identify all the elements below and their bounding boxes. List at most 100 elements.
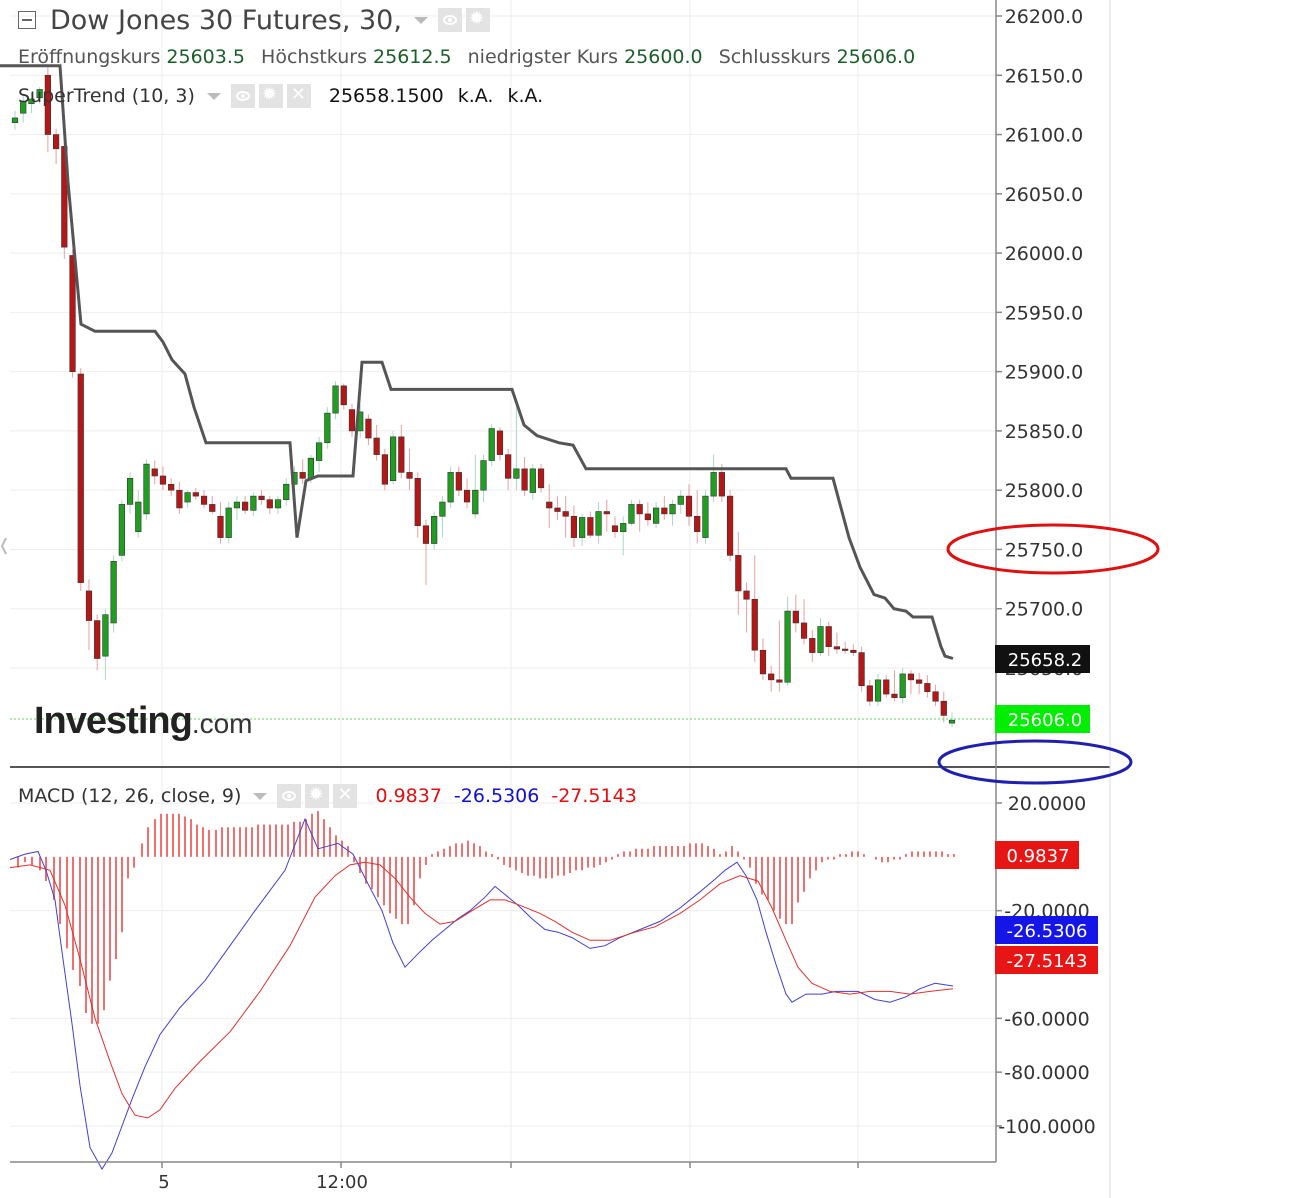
candle-down (562, 511, 569, 517)
candle-down (940, 700, 947, 716)
price-tick-label: 26200.0 (1005, 6, 1084, 28)
signal-tag-text: -27.5143 (1007, 951, 1088, 972)
price-tick-label: 25700.0 (1005, 599, 1084, 621)
candle-down (554, 507, 561, 512)
macd-eye-icon[interactable] (277, 784, 302, 808)
macd-gear-icon[interactable] (305, 784, 330, 808)
candle-down (644, 513, 651, 521)
candle-down (381, 454, 388, 485)
candle-down (726, 495, 734, 556)
candle-down (866, 685, 873, 702)
low-label: niedrigster Kurs (467, 46, 619, 68)
candle-up (274, 499, 282, 509)
candle-up (480, 460, 487, 491)
candle-up (488, 428, 495, 461)
supertrend-gear-icon[interactable] (258, 84, 283, 108)
candle-down (299, 472, 306, 479)
supertrend-price-tag: 25658.2 (995, 645, 1090, 673)
macd-hist-value: 0.9837 (375, 785, 442, 807)
candle-down (151, 468, 158, 477)
price-tick-label: 25900.0 (1005, 362, 1084, 384)
collapse-toggle-icon[interactable] (18, 11, 36, 29)
supertrend-label: SuperTrend (10, 3) (18, 85, 195, 107)
candle-up (324, 412, 331, 444)
grid-lines (10, 0, 995, 1168)
price-tick-label: 25850.0 (1005, 421, 1084, 443)
macd-label: MACD (12, 26, close, 9) (18, 785, 242, 807)
settings-gear-icon[interactable] (465, 8, 490, 32)
candle-down (398, 436, 405, 473)
candle-up (11, 117, 19, 123)
time-tick-label: 5 (158, 1172, 169, 1193)
candle-up (677, 495, 684, 505)
candle-down (192, 492, 199, 497)
supertrend-eye-icon[interactable] (230, 84, 255, 108)
macd-tick-label: -60.0000 (1004, 1008, 1089, 1030)
collapse-left-icon[interactable] (0, 537, 7, 555)
candle-down (685, 495, 693, 517)
supertrend-dropdown-icon[interactable] (206, 92, 221, 100)
candle-down (858, 652, 865, 687)
candle-up (20, 101, 27, 114)
candle-down (891, 693, 898, 698)
title-dropdown-icon[interactable] (413, 16, 428, 24)
candle-down (661, 507, 668, 515)
close-label: Schlusskurs (718, 46, 831, 68)
macd-histogram (17, 811, 955, 1024)
candle-up (579, 517, 586, 538)
high-label: Höchstkurs (261, 46, 367, 68)
candle-up (225, 507, 232, 538)
candle-up (669, 504, 676, 515)
macd-tick-label: -100.0000 (998, 1116, 1096, 1138)
macd-tag-text: -26.5306 (1007, 921, 1088, 942)
price-candles (11, 65, 956, 728)
candle-up (595, 511, 602, 536)
candle-up (447, 472, 454, 503)
candle-down (200, 495, 208, 505)
close-value: 25606.0 (836, 46, 916, 68)
hist-value-tag: 0.9837 (995, 841, 1079, 869)
candle-down (735, 555, 742, 592)
macd-line-value: -26.5306 (453, 785, 540, 807)
candle-down (266, 499, 273, 509)
signal-value-tag: -27.5143 (995, 946, 1098, 974)
candle-up (28, 98, 35, 105)
candle-down (759, 649, 767, 675)
candle-down (217, 515, 224, 538)
candle-down (537, 468, 545, 489)
candle-down (907, 673, 915, 681)
candle-down (800, 622, 808, 639)
visibility-eye-icon[interactable] (437, 8, 462, 32)
candle-up (143, 463, 150, 515)
candle-up (389, 436, 397, 481)
chart-title-row: Dow Jones 30 Futures, 30, (18, 2, 494, 38)
candle-down (718, 472, 725, 497)
price-tick-label: 25950.0 (1005, 302, 1084, 324)
supertrend-line (0, 64, 954, 660)
candle-down (455, 472, 462, 491)
price-tick-label: 26150.0 (1005, 65, 1084, 87)
candle-up (899, 673, 906, 698)
macd-close-icon[interactable] (333, 784, 358, 808)
macd-legend: MACD (12, 26, close, 9) 0.9837 -26.5306 … (18, 784, 637, 808)
supertrend-close-icon[interactable] (286, 84, 311, 108)
candle-down (636, 504, 643, 515)
supertrend-value: 25658.1500 (328, 85, 444, 107)
candle-down (176, 489, 183, 509)
candle-down (833, 646, 841, 650)
hist-tag-text: 0.9837 (1007, 846, 1070, 867)
candle-down (348, 409, 356, 432)
macd-value-tag: -26.5306 (995, 916, 1098, 944)
macd-dropdown-icon[interactable] (253, 792, 268, 800)
candle-down (242, 501, 249, 511)
low-value: 25600.0 (624, 46, 703, 68)
candle-up (332, 385, 339, 414)
candle-down (365, 418, 372, 439)
candle-up (118, 504, 125, 556)
candle-down (340, 385, 347, 406)
candle-down (422, 525, 430, 544)
annotation-blue-ellipse (937, 739, 1133, 785)
candle-up (431, 515, 438, 544)
